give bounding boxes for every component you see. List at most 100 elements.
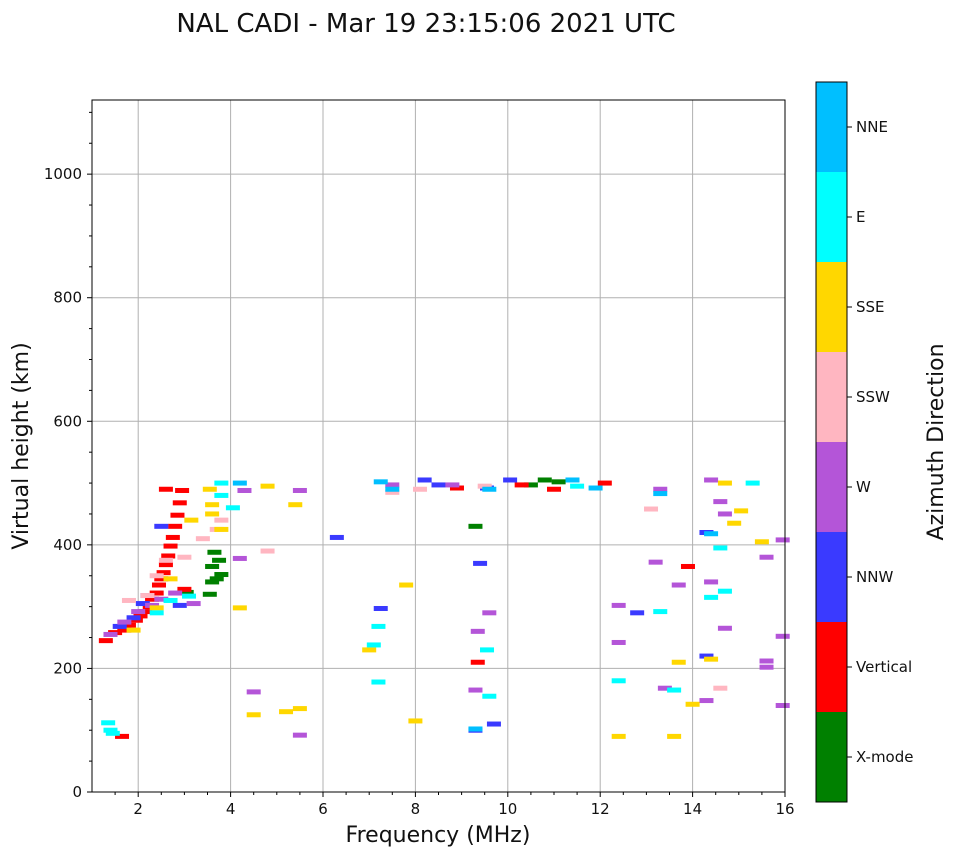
data-point: [503, 477, 518, 483]
x-axis-label: Frequency (MHz): [346, 823, 531, 848]
data-point: [205, 511, 220, 517]
data-point: [611, 733, 626, 739]
y-tick-label: 800: [53, 289, 82, 307]
data-point: [154, 523, 169, 529]
x-tick-label: 16: [775, 800, 794, 818]
data-point: [163, 543, 178, 549]
data-point: [184, 517, 199, 523]
data-point: [547, 486, 561, 492]
data-point: [759, 658, 774, 664]
data-point: [685, 701, 700, 707]
data-point: [246, 712, 261, 718]
data-point: [699, 653, 714, 659]
data-point: [126, 627, 141, 633]
data-point: [179, 589, 194, 595]
data-point: [103, 631, 118, 637]
data-point: [161, 553, 176, 559]
colorbar-label: SSE: [856, 298, 885, 316]
colorbar-segment: [816, 622, 847, 712]
data-point: [611, 678, 626, 684]
data-point: [149, 590, 164, 596]
data-point: [117, 619, 132, 625]
data-point: [186, 601, 201, 607]
data-point: [205, 502, 220, 508]
x-tick-label: 14: [683, 800, 702, 818]
data-point: [172, 602, 187, 608]
colorbar-label: X-mode: [856, 748, 913, 766]
colorbar-title: Azimuth Direction: [924, 343, 949, 540]
data-point: [121, 622, 136, 628]
data-point: [202, 486, 217, 492]
data-point: [149, 573, 164, 579]
data-point: [163, 597, 178, 603]
data-point: [214, 480, 229, 486]
data-point: [514, 482, 529, 488]
colorbar-segment: [816, 352, 847, 442]
data-point: [214, 492, 229, 498]
data-point: [470, 659, 485, 665]
data-point: [413, 486, 428, 492]
data-point: [232, 605, 247, 611]
series-ssw: [121, 483, 728, 691]
data-point: [214, 572, 229, 578]
x-tick-label: 4: [226, 800, 236, 818]
y-tick-label: 0: [72, 783, 82, 801]
data-point: [754, 539, 769, 545]
colorbar-segment: [816, 82, 847, 172]
data-point: [149, 605, 164, 611]
data-point: [158, 486, 173, 492]
data-point: [292, 732, 307, 738]
data-point: [131, 609, 146, 615]
colorbar-label: NNW: [856, 568, 893, 586]
data-point: [209, 576, 224, 582]
series-e: [101, 480, 760, 736]
data-point: [329, 534, 344, 540]
colorbar-segment: [816, 532, 847, 622]
data-point: [445, 482, 460, 488]
data-point: [154, 596, 169, 602]
data-point: [523, 482, 538, 488]
data-point: [551, 479, 566, 485]
data-point: [667, 687, 682, 693]
data-point: [158, 557, 173, 563]
colorbar-label: E: [856, 208, 865, 226]
colorbar-segment: [816, 442, 847, 532]
y-tick-label: 400: [53, 536, 82, 554]
data-point: [468, 687, 483, 693]
data-point: [713, 499, 728, 505]
data-point: [699, 698, 714, 704]
data-point: [158, 562, 173, 568]
data-point: [232, 480, 247, 486]
data-point: [470, 628, 485, 634]
data-point: [408, 718, 423, 724]
data-point: [149, 610, 164, 616]
plot-frame: [92, 100, 785, 792]
data-point: [611, 602, 626, 608]
data-point: [202, 591, 217, 597]
data-point: [168, 590, 183, 596]
x-tick-label: 6: [318, 800, 328, 818]
x-tick-label: 2: [133, 800, 143, 818]
data-point: [648, 559, 663, 565]
data-point: [207, 549, 222, 555]
data-point: [713, 545, 728, 551]
data-point: [775, 633, 790, 639]
data-point: [170, 512, 185, 518]
data-point: [657, 685, 672, 691]
data-point: [225, 505, 240, 511]
colorbar-segment: [816, 172, 847, 262]
colorbar-segment: [816, 712, 847, 802]
data-point: [385, 486, 400, 492]
data-point: [653, 609, 668, 615]
data-point: [121, 597, 136, 603]
data-point: [588, 485, 603, 491]
data-point: [288, 502, 303, 508]
data-point: [168, 523, 183, 529]
data-point: [165, 534, 180, 540]
data-point: [366, 642, 381, 648]
colorbar-label: Vertical: [856, 658, 912, 676]
colorbar-label: SSW: [856, 388, 890, 406]
data-point: [734, 508, 749, 514]
colorbar-label: NNE: [856, 118, 888, 136]
